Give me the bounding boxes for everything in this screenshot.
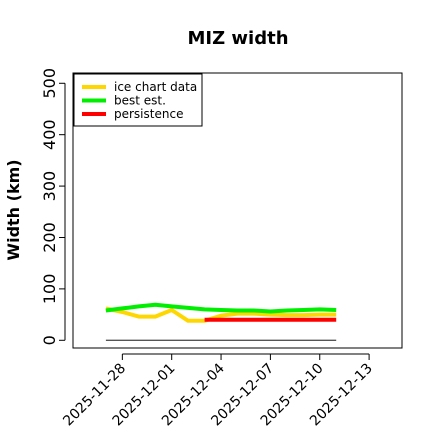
chart-title: MIZ width: [187, 28, 288, 49]
y-tick-label: 100: [40, 274, 59, 305]
y-axis-label: Width (km): [4, 159, 23, 260]
series-line-best-est-: [105, 302, 337, 314]
y-tick-label: 500: [40, 68, 59, 99]
legend-label: ice chart data: [114, 80, 197, 94]
y-tick-label: 200: [40, 222, 59, 253]
y-tick-label: 300: [40, 171, 59, 202]
y-tick-label: 400: [40, 119, 59, 150]
series-line-ice-chart-data: [105, 306, 337, 323]
plot-frame: [72, 72, 403, 349]
y-tick-label: 0: [40, 335, 59, 345]
legend-label: persistence: [114, 107, 183, 121]
legend-label: best est.: [114, 94, 166, 108]
